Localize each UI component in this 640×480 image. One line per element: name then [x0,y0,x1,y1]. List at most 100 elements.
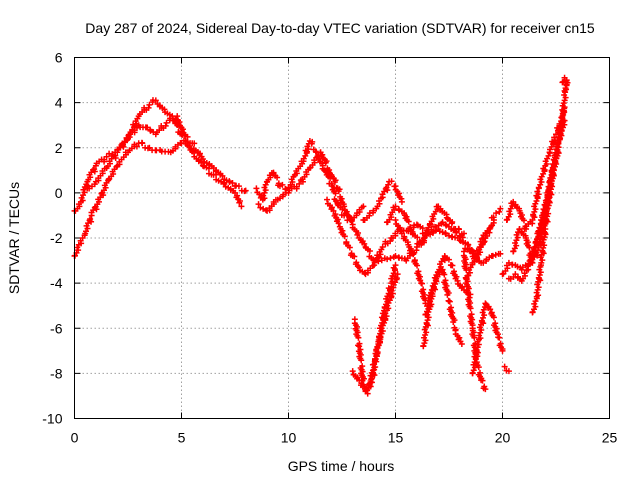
data-point [236,199,243,206]
data-point [147,127,154,134]
data-point [501,363,508,370]
series-track-r [488,205,504,221]
data-point [396,207,403,214]
chart-title: Day 287 of 2024, Sidereal Day-to-day VTE… [85,20,595,36]
data-point [414,234,421,241]
data-point [394,271,401,278]
data-point [551,134,558,141]
data-point [139,140,146,147]
data-point [464,287,471,294]
data-point [490,214,497,221]
data-point [534,188,541,195]
data-point [146,101,153,108]
data-point [392,253,399,260]
y-tick-label: -2 [50,230,63,246]
data-point [198,159,205,166]
data-point [505,259,512,266]
data-point [260,205,267,212]
data-point [392,203,399,210]
data-point [255,201,262,208]
series-track-k [392,216,429,307]
data-point [235,183,242,190]
data-point [436,228,443,235]
x-tick-label: 25 [602,430,618,446]
data-point [366,248,373,255]
data-point [378,257,385,264]
x-tick-label: 20 [495,430,511,446]
data-point [453,229,460,236]
data-point [419,225,426,232]
data-point [351,253,358,260]
data-point [555,149,562,156]
data-point [205,165,212,172]
x-tick-label: 5 [178,430,186,446]
x-tick-label: 15 [388,430,404,446]
data-point [559,115,566,122]
series-track-q [501,363,512,375]
data-point [496,334,503,341]
data-point [253,185,260,192]
data-point [479,377,486,384]
data-point [324,196,331,203]
data-point [413,221,420,228]
data-point [553,131,559,138]
data-point [219,172,226,179]
data-point [191,140,198,147]
data-point [341,203,348,210]
y-tick-label: -8 [50,365,63,381]
data-point [419,280,426,287]
data-point [398,198,405,205]
data-point [410,251,417,258]
plot-frame [74,57,610,419]
x-tick-label: 10 [281,430,297,446]
data-point [360,203,367,210]
data-point [456,226,462,233]
data-point [414,262,421,269]
series-track-c [71,139,185,260]
y-axis-label: SDTVAR / TECUs [6,182,22,294]
series-track-x [559,74,570,88]
data-point [274,174,281,181]
data-point [355,342,362,349]
data-point [526,244,533,251]
data-point [446,232,452,239]
data-point [335,220,342,227]
data-point [145,104,152,111]
data-point [322,159,329,166]
data-point [405,218,412,225]
data-point [460,230,467,237]
data-point [330,207,337,214]
data-point [87,216,94,223]
data-point [441,271,448,278]
data-point [505,368,512,375]
data-point [349,368,356,375]
data-point [296,180,303,187]
data-point [103,153,110,160]
data-point [112,152,119,159]
data-point [181,131,188,138]
data-point [346,244,353,251]
data-point [152,97,159,104]
series-track-g [383,203,467,248]
data-point [497,205,504,212]
data-point [133,143,140,150]
series-track-p [463,225,493,282]
data-point [520,217,527,224]
data-point [238,203,245,210]
data-point [387,238,394,245]
data-point [479,235,486,242]
data-point [490,314,497,321]
data-point [127,131,134,138]
data-point [398,230,405,237]
series-track-o [469,300,506,377]
data-point [91,166,98,173]
series-track-m [420,266,465,350]
data-point [497,250,504,257]
data-point [459,234,466,241]
data-point [356,264,363,271]
data-point [384,256,391,263]
data-point [162,122,169,129]
data-point [355,334,362,341]
data-point [439,219,446,226]
